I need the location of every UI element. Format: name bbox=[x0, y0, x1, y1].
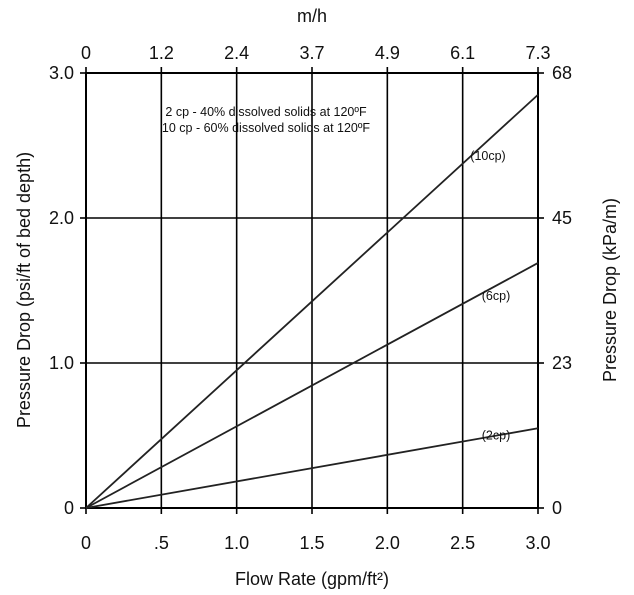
tick-marks bbox=[80, 67, 544, 514]
y-axis-title: Pressure Drop (psi/ft of bed depth) bbox=[14, 152, 34, 428]
series-line-2 bbox=[85, 427, 539, 509]
tick-labels: 00.51.21.02.41.53.72.04.92.56.13.07.30 01… bbox=[49, 43, 572, 553]
x2-tick-label: 2.4 bbox=[224, 43, 249, 63]
y-tick-label: 2.0 bbox=[49, 208, 74, 228]
x2-tick-label: 1.2 bbox=[149, 43, 174, 63]
annotation-2cp: 2 cp - 40% dissolved solids at 120ºF bbox=[165, 105, 367, 119]
y2-tick-label: 0 bbox=[552, 498, 562, 518]
x-axis-title: Flow Rate (gpm/ft²) bbox=[235, 569, 389, 589]
x2-tick-label: 6.1 bbox=[450, 43, 475, 63]
x2-tick-label: 0 bbox=[81, 43, 91, 63]
x2-tick-label: 4.9 bbox=[375, 43, 400, 63]
series-lines: (10cp) (6cp) (2cp) bbox=[85, 94, 539, 509]
y-tick-label: 3.0 bbox=[49, 63, 74, 83]
series-label-1: (6cp) bbox=[482, 289, 510, 303]
x-tick-label: 1.0 bbox=[224, 533, 249, 553]
right-axis-title: Pressure Drop (kPa/m) bbox=[600, 198, 620, 382]
x-tick-label: .5 bbox=[154, 533, 169, 553]
y2-tick-label: 68 bbox=[552, 63, 572, 83]
x2-tick-label: 3.7 bbox=[299, 43, 324, 63]
series-line-1 bbox=[85, 262, 539, 509]
y-tick-label: 1.0 bbox=[49, 353, 74, 373]
x-tick-label: 1.5 bbox=[299, 533, 324, 553]
x-tick-label: 2.5 bbox=[450, 533, 475, 553]
x2-tick-label: 7.3 bbox=[525, 43, 550, 63]
series-label-0: (10cp) bbox=[470, 149, 505, 163]
series-line-0 bbox=[85, 94, 539, 509]
y2-tick-label: 23 bbox=[552, 353, 572, 373]
gridlines bbox=[86, 73, 538, 508]
x-tick-label: 3.0 bbox=[525, 533, 550, 553]
y2-tick-label: 45 bbox=[552, 208, 572, 228]
annotation-10cp: 10 cp - 60% dissolved solids at 120ºF bbox=[162, 121, 371, 135]
series-label-2: (2cp) bbox=[482, 428, 510, 442]
top-axis-title: m/h bbox=[297, 6, 327, 26]
x-tick-label: 0 bbox=[81, 533, 91, 553]
y-tick-label: 0 bbox=[64, 498, 74, 518]
x-tick-label: 2.0 bbox=[375, 533, 400, 553]
